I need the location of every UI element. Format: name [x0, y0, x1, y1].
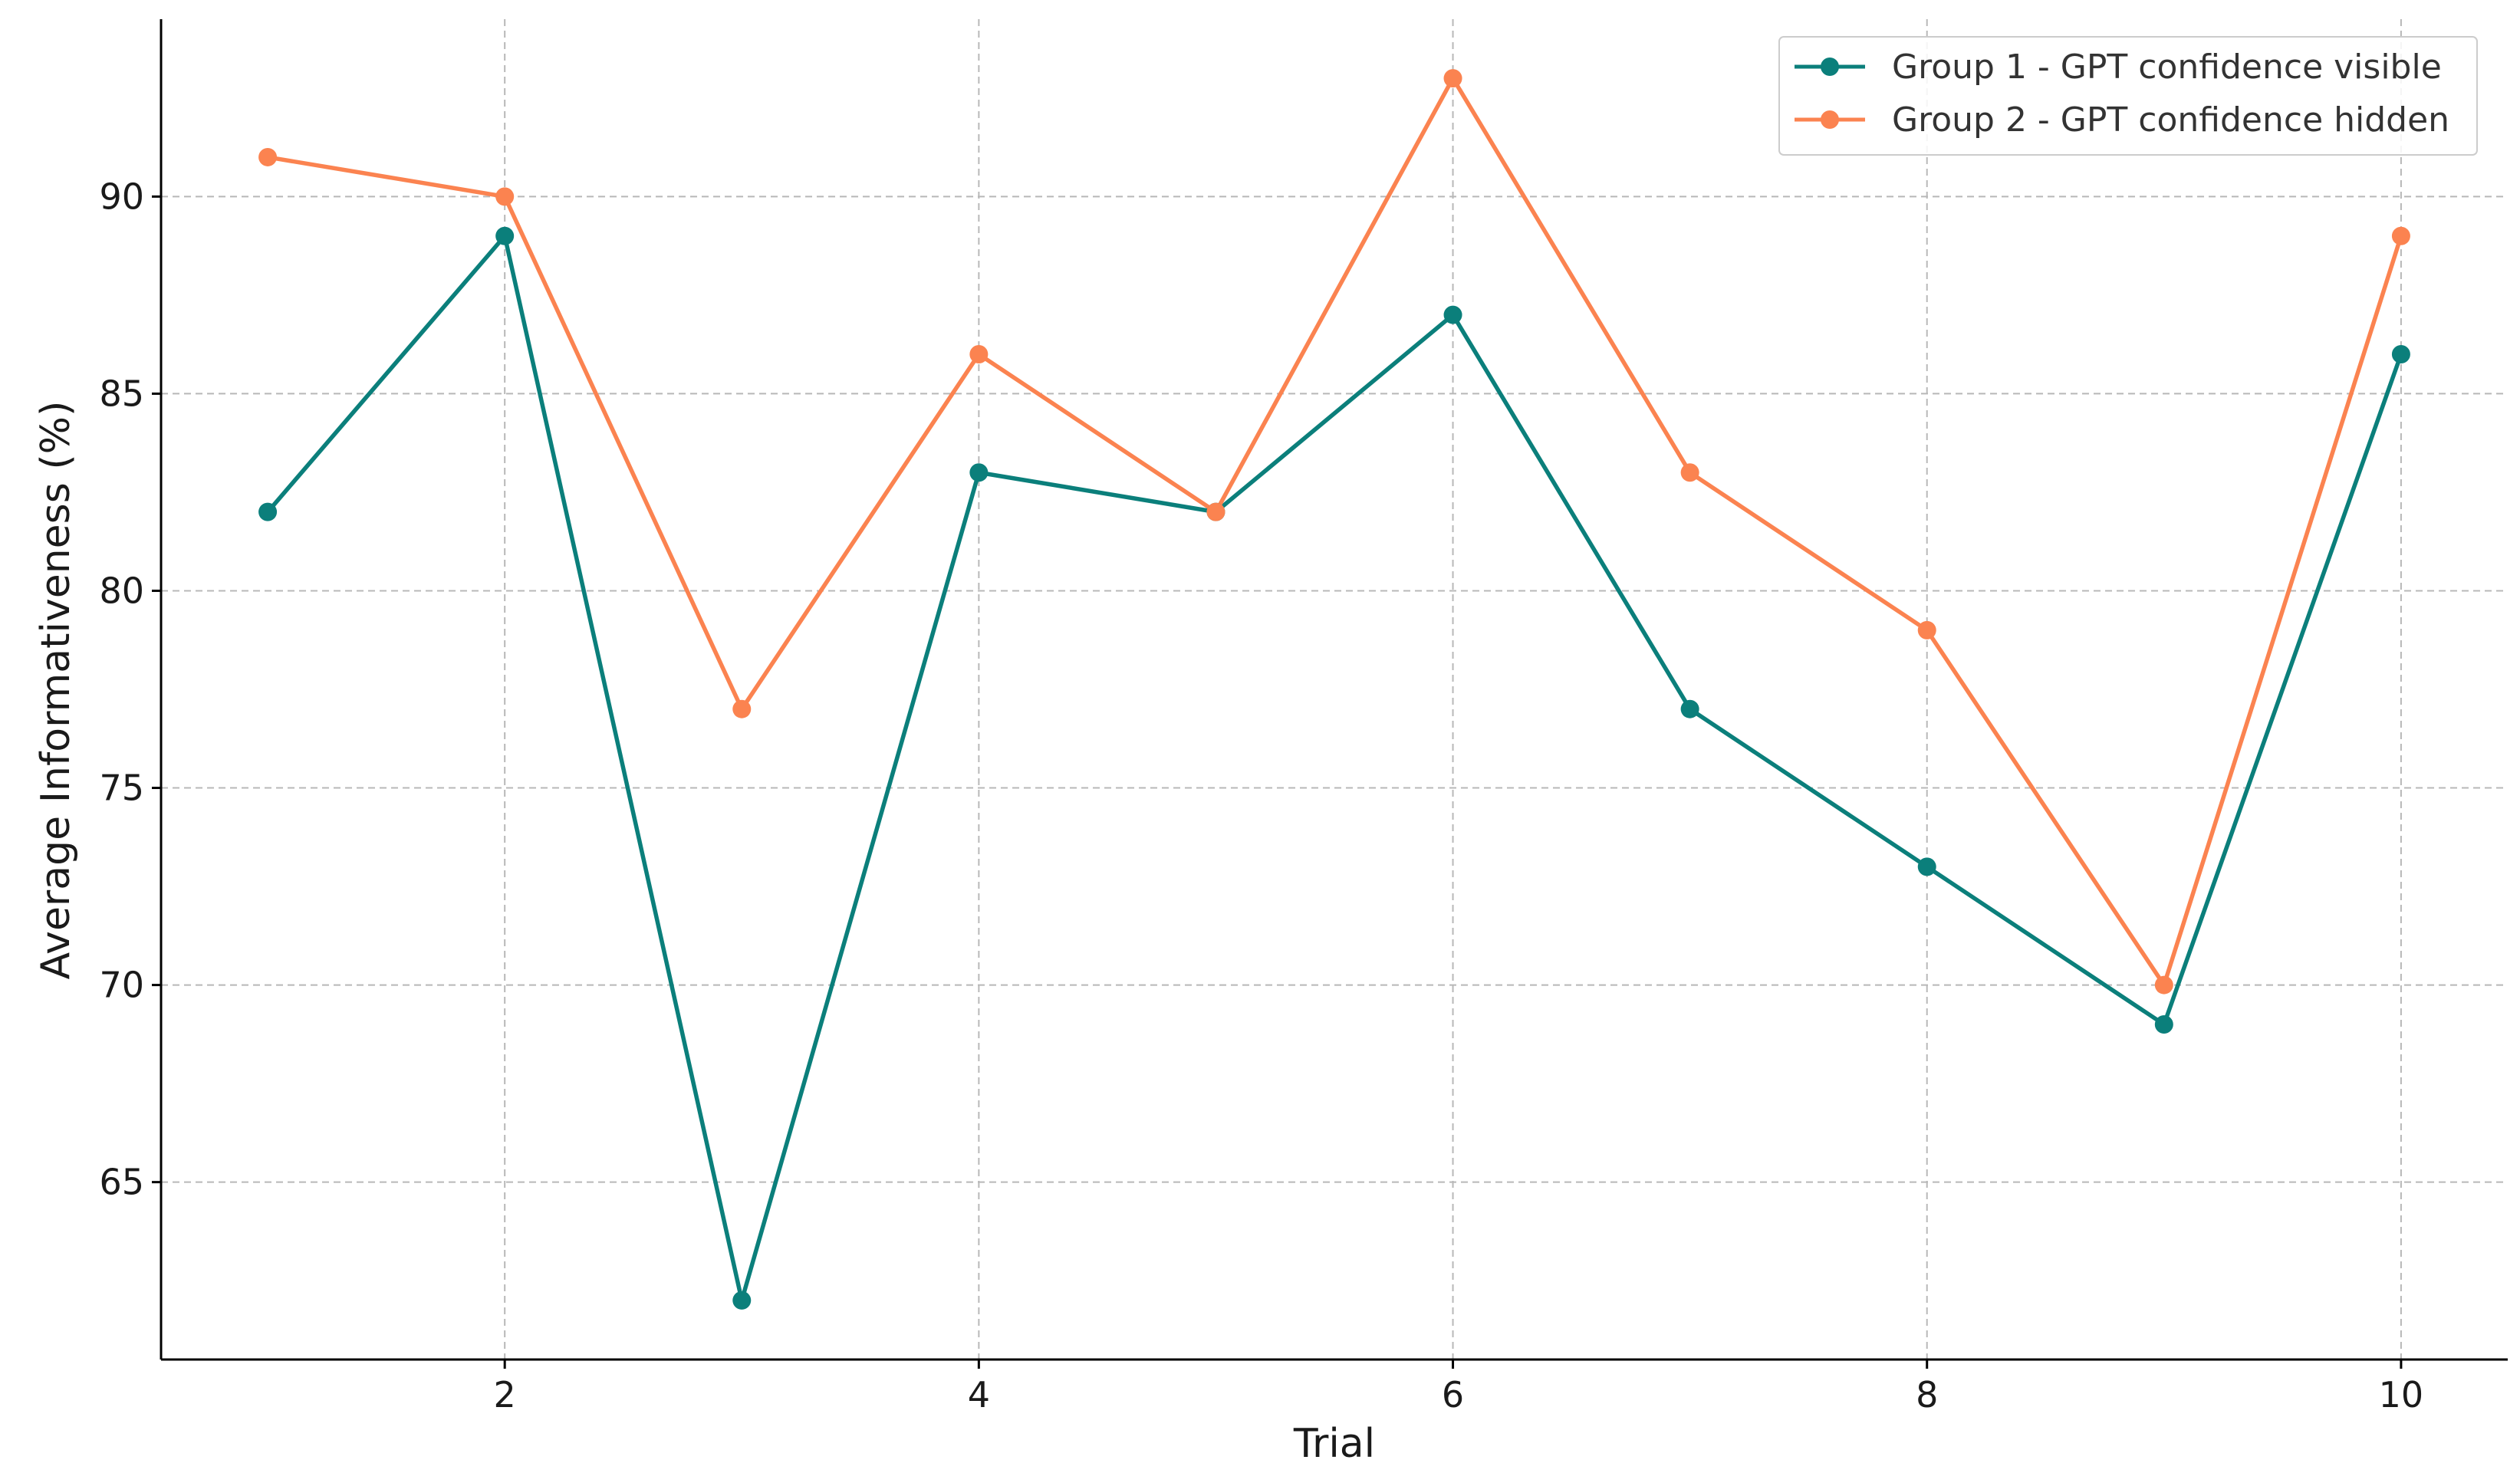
- data-point-group-1-trial-3: [732, 1291, 752, 1310]
- data-point-group-2-trial-3: [732, 699, 752, 718]
- data-point-group-1-trial-7: [1680, 699, 1699, 718]
- data-point-group-2-trial-6: [1443, 69, 1462, 88]
- x-tick-label-10: 10: [2379, 1374, 2424, 1415]
- x-axis-title: Trial: [1293, 1421, 1375, 1467]
- data-point-group-2-trial-2: [495, 187, 515, 206]
- series-line-group-1: [266, 234, 2403, 1303]
- data-point-group-2-trial-5: [1206, 502, 1225, 521]
- y-tick-label-85: 85: [99, 373, 144, 414]
- y-tick-label-65: 65: [99, 1162, 144, 1203]
- y-tick-label-90: 90: [99, 176, 144, 217]
- y-tick-label-70: 70: [99, 965, 144, 1006]
- x-tick-label-2: 2: [494, 1374, 516, 1415]
- legend-box: [1778, 36, 2478, 156]
- data-point-group-2-trial-4: [969, 345, 989, 363]
- data-point-group-1-trial-4: [969, 463, 989, 482]
- y-tick-label-80: 80: [99, 570, 144, 611]
- legend-marker-group-1: [1821, 58, 1839, 76]
- x-tick-label-8: 8: [1916, 1374, 1938, 1415]
- series-line-group-2: [267, 76, 2403, 988]
- data-point-group-2-trial-9: [2154, 975, 2173, 995]
- x-tick-label-4: 4: [968, 1374, 990, 1415]
- grid: [161, 19, 2508, 1360]
- legend-label-group-1: Group 1 - GPT confidence visible: [1892, 48, 2442, 87]
- data-point-group-1-trial-6: [1443, 305, 1462, 324]
- data-point-group-2-trial-1: [258, 147, 278, 166]
- data-point-group-1-trial-2: [495, 226, 515, 245]
- data-point-group-2-trial-8: [1917, 620, 1936, 640]
- legend: Group 1 - GPT confidence visible Group 2…: [1778, 36, 2478, 156]
- data-point-group-1-trial-10: [2391, 345, 2410, 363]
- y-axis-title: Average Informativeness (%): [33, 401, 79, 980]
- legend-label-group-2: Group 2 - GPT confidence hidden: [1892, 100, 2449, 140]
- series: [258, 69, 2410, 1310]
- y-tick-label-75: 75: [99, 768, 144, 809]
- x-tick-label-6: 6: [1442, 1374, 1464, 1415]
- data-point-group-2-trial-7: [1680, 463, 1699, 482]
- axes: [160, 19, 2508, 1361]
- data-point-group-2-trial-10: [2391, 226, 2410, 245]
- legend-marker-group-2: [1821, 110, 1839, 129]
- data-point-group-1-trial-8: [1917, 857, 1936, 876]
- ticks: 2 4 6 8 10 65 70 75 80 85 90: [99, 176, 2423, 1415]
- data-point-group-1-trial-9: [2154, 1015, 2173, 1034]
- data-point-group-1-trial-1: [258, 502, 278, 521]
